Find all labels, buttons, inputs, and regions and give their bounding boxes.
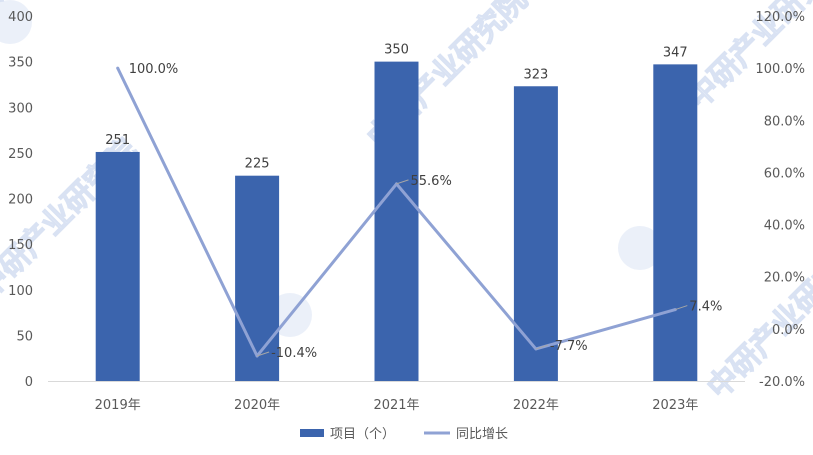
right-axis-tick-label: 120.0%: [755, 10, 805, 25]
left-axis-tick-label: 0: [25, 375, 33, 390]
left-axis-tick-label: 350: [8, 56, 33, 71]
left-axis-tick-label: 200: [8, 193, 33, 208]
left-axis-tick-label: 400: [8, 10, 33, 25]
legend-bar-label: 项目（个）: [330, 427, 395, 442]
line-label-leader: [675, 305, 688, 311]
x-axis-tick-label: 2022年: [513, 398, 559, 413]
watermark-logo-icon: [618, 226, 662, 270]
bar: [653, 64, 698, 382]
right-axis-tick-label: 40.0%: [764, 219, 805, 234]
line-data-label: 100.0%: [129, 62, 179, 77]
line-series: 100.0% -10.4% 55.6% -7.7% 7.4%: [116, 62, 722, 361]
legend-bar-swatch: [300, 429, 324, 437]
x-axis-tick-label: 2023年: [652, 398, 698, 413]
left-axis-tick-label: 150: [8, 238, 33, 253]
right-axis: -20.0% 0.0% 20.0% 40.0% 60.0% 80.0% 100.0% 120.…: [755, 10, 805, 390]
watermark-logo-icon: [0, 0, 32, 44]
line-label-leader: [535, 344, 549, 350]
right-axis-tick-label: 20.0%: [764, 271, 805, 286]
left-axis-tick-label: 100: [8, 284, 33, 299]
legend-line-label: 同比增长: [456, 427, 508, 442]
x-axis-tick-label: 2019年: [95, 398, 141, 413]
right-axis-tick-label: 80.0%: [764, 114, 805, 129]
bar-data-label: 225: [245, 157, 270, 172]
bar-data-label: 350: [384, 43, 409, 58]
right-axis-tick-label: -20.0%: [759, 375, 805, 390]
x-axis: 2019年 2020年 2021年 2022年 2023年: [48, 381, 745, 413]
left-axis: 0 50 100 150 200 250 300 350 400: [8, 10, 33, 390]
line-data-label: 7.4%: [689, 300, 722, 315]
line-data-label: 55.6%: [411, 174, 452, 189]
right-axis-tick-label: 0.0%: [772, 323, 805, 338]
right-axis-tick-label: 60.0%: [764, 166, 805, 181]
right-axis-tick-label: 100.0%: [755, 62, 805, 77]
line-label-leader: [256, 351, 270, 357]
line-point: [116, 66, 120, 70]
line-data-label: -10.4%: [271, 346, 317, 361]
line-label-leader: [396, 179, 409, 185]
bar: [513, 86, 558, 381]
legend: 项目（个） 同比增长: [300, 427, 508, 442]
bar: [95, 151, 140, 381]
bar-data-label: 251: [105, 133, 130, 148]
bar-series: 251 225 350 323 347: [95, 43, 698, 382]
left-axis-tick-label: 250: [8, 147, 33, 162]
x-axis-tick-label: 2020年: [234, 398, 280, 413]
bar-data-label: 323: [523, 67, 548, 82]
x-axis-tick-label: 2021年: [373, 398, 419, 413]
line-data-label: -7.7%: [550, 339, 588, 354]
left-axis-tick-label: 300: [8, 101, 33, 116]
bar: [374, 61, 419, 381]
bar: [235, 175, 280, 381]
left-axis-tick-label: 50: [16, 329, 33, 344]
bar-data-label: 347: [663, 45, 688, 60]
